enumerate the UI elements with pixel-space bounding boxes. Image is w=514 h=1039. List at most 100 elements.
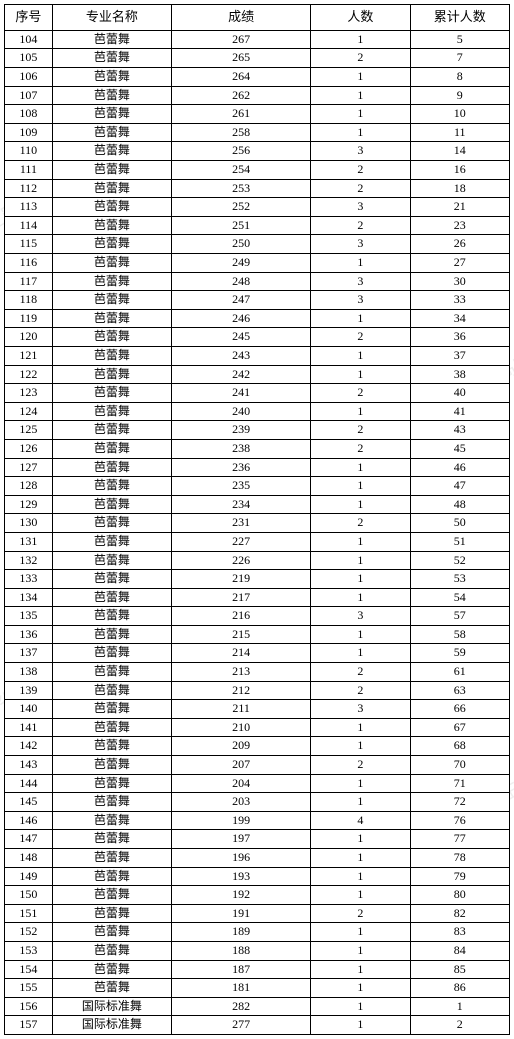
table-cell: 126 [5,439,53,458]
table-cell: 207 [172,756,311,775]
table-cell: 144 [5,774,53,793]
table-cell: 150 [5,886,53,905]
table-cell: 70 [410,756,509,775]
table-cell: 219 [172,570,311,589]
table-cell: 4 [311,811,410,830]
table-cell: 254 [172,161,311,180]
table-row: 112芭蕾舞253218 [5,179,510,198]
table-cell: 241 [172,384,311,403]
table-cell: 258 [172,123,311,142]
table-cell: 145 [5,793,53,812]
table-cell: 芭蕾舞 [52,49,171,68]
table-cell: 116 [5,254,53,273]
table-cell: 246 [172,309,311,328]
table-cell: 1 [311,718,410,737]
table-row: 104芭蕾舞26715 [5,30,510,49]
table-row: 151芭蕾舞191282 [5,904,510,923]
table-cell: 芭蕾舞 [52,960,171,979]
table-cell: 61 [410,663,509,682]
table-cell: 132 [5,551,53,570]
table-cell: 82 [410,904,509,923]
table-cell: 芭蕾舞 [52,254,171,273]
table-row: 137芭蕾舞214159 [5,644,510,663]
table-row: 134芭蕾舞217154 [5,588,510,607]
table-row: 148芭蕾舞196178 [5,849,510,868]
table-cell: 247 [172,291,311,310]
table-row: 144芭蕾舞204171 [5,774,510,793]
table-cell: 227 [172,532,311,551]
table-row: 106芭蕾舞26418 [5,68,510,87]
table-row: 126芭蕾舞238245 [5,439,510,458]
table-cell: 14 [410,142,509,161]
table-cell: 147 [5,830,53,849]
table-cell: 267 [172,30,311,49]
table-cell: 芭蕾舞 [52,179,171,198]
table-cell: 芭蕾舞 [52,458,171,477]
table-cell: 2 [311,756,410,775]
table-cell: 芭蕾舞 [52,532,171,551]
table-row: 138芭蕾舞213261 [5,663,510,682]
table-row: 111芭蕾舞254216 [5,161,510,180]
table-cell: 68 [410,737,509,756]
table-cell: 189 [172,923,311,942]
table-cell: 45 [410,439,509,458]
table-cell: 芭蕾舞 [52,718,171,737]
table-row: 110芭蕾舞256314 [5,142,510,161]
table-cell: 105 [5,49,53,68]
table-cell: 芭蕾舞 [52,849,171,868]
table-row: 118芭蕾舞247333 [5,291,510,310]
table-cell: 1 [311,644,410,663]
table-row: 119芭蕾舞246134 [5,309,510,328]
table-cell: 41 [410,402,509,421]
table-cell: 2 [311,421,410,440]
table-cell: 芭蕾舞 [52,291,171,310]
table-cell: 芭蕾舞 [52,309,171,328]
table-cell: 122 [5,365,53,384]
table-cell: 156 [5,997,53,1016]
col-header-major: 专业名称 [52,5,171,31]
table-cell: 1 [311,867,410,886]
table-cell: 209 [172,737,311,756]
table-cell: 76 [410,811,509,830]
table-cell: 1 [311,402,410,421]
table-cell: 芭蕾舞 [52,346,171,365]
table-cell: 46 [410,458,509,477]
table-cell: 142 [5,737,53,756]
table-cell: 136 [5,625,53,644]
table-cell: 30 [410,272,509,291]
table-cell: 262 [172,86,311,105]
table-row: 122芭蕾舞242138 [5,365,510,384]
table-cell: 2 [311,439,410,458]
table-cell: 1 [311,309,410,328]
table-cell: 154 [5,960,53,979]
table-row: 154芭蕾舞187185 [5,960,510,979]
table-cell: 芭蕾舞 [52,904,171,923]
table-row: 139芭蕾舞212263 [5,681,510,700]
table-cell: 235 [172,477,311,496]
table-cell: 2 [311,328,410,347]
table-cell: 2 [311,179,410,198]
table-cell: 109 [5,123,53,142]
table-row: 143芭蕾舞207270 [5,756,510,775]
table-cell: 80 [410,886,509,905]
table-cell: 38 [410,365,509,384]
table-cell: 124 [5,402,53,421]
col-header-cumulative: 累计人数 [410,5,509,31]
table-cell: 210 [172,718,311,737]
table-row: 131芭蕾舞227151 [5,532,510,551]
table-cell: 187 [172,960,311,979]
table-cell: 2 [311,49,410,68]
table-cell: 137 [5,644,53,663]
table-cell: 芭蕾舞 [52,439,171,458]
table-row: 133芭蕾舞219153 [5,570,510,589]
table-cell: 199 [172,811,311,830]
table-cell: 181 [172,979,311,998]
table-cell: 23 [410,216,509,235]
table-cell: 52 [410,551,509,570]
table-row: 114芭蕾舞251223 [5,216,510,235]
table-cell: 1 [311,849,410,868]
table-cell: 芭蕾舞 [52,830,171,849]
table-cell: 芭蕾舞 [52,793,171,812]
table-cell: 214 [172,644,311,663]
table-row: 146芭蕾舞199476 [5,811,510,830]
